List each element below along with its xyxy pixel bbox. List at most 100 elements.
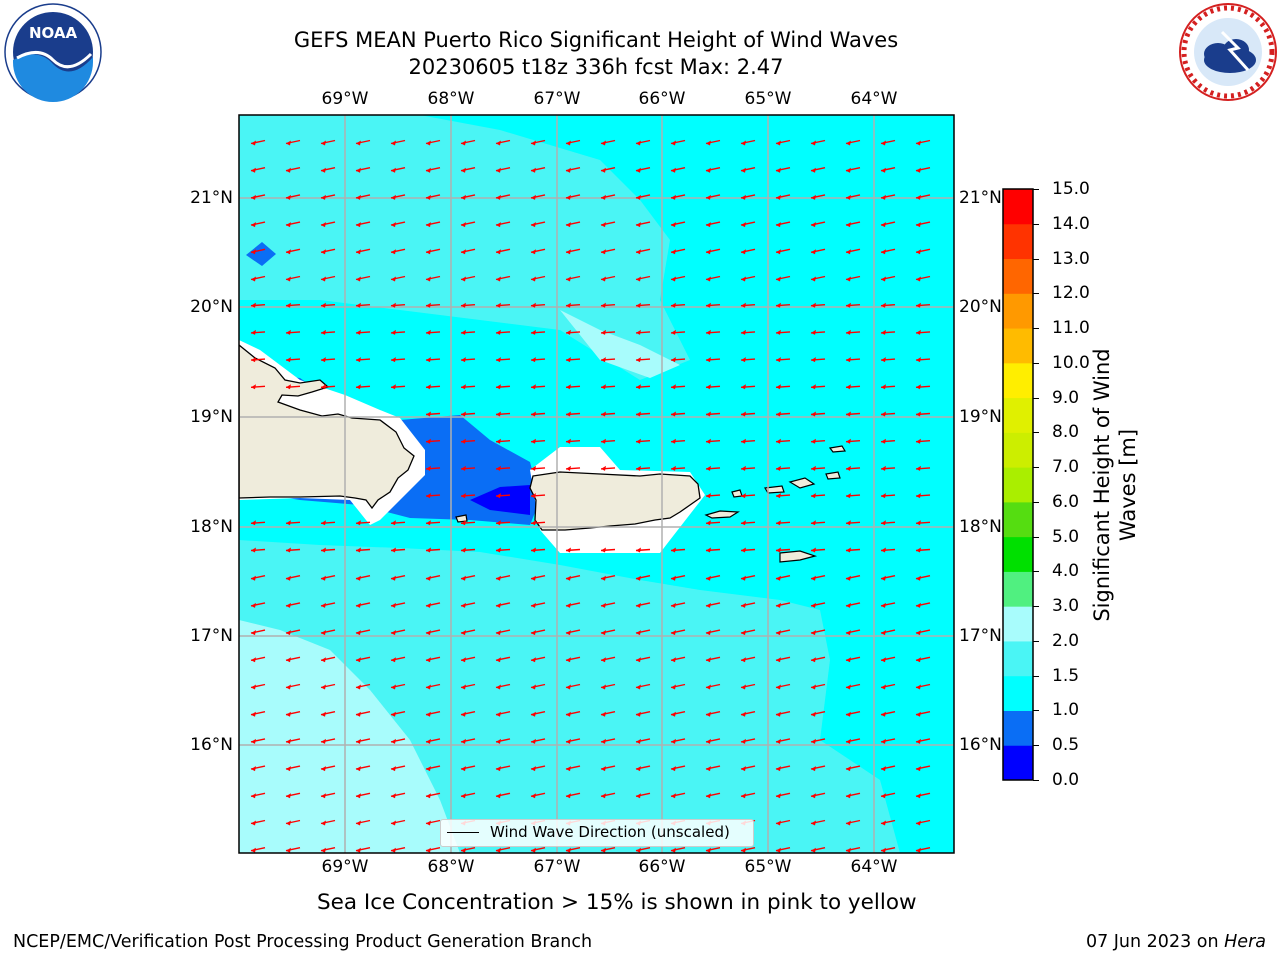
colorbar-segment	[1003, 501, 1033, 538]
colorbar-tick-mark	[1033, 467, 1039, 469]
wind-wave-arrowhead	[356, 276, 361, 282]
wind-wave-arrowhead	[426, 547, 431, 553]
wind-wave-arrowhead	[531, 766, 536, 772]
lat-tick-left-18n: 18°N	[190, 517, 233, 537]
wind-wave-arrowhead	[531, 465, 536, 471]
wind-wave-arrowhead	[706, 167, 711, 173]
wind-wave-arrowhead	[601, 547, 606, 553]
wind-wave-arrowhead	[321, 222, 326, 228]
wind-wave-arrowhead	[846, 465, 851, 471]
wind-wave-arrowhead	[356, 630, 361, 636]
wind-wave-arrowhead	[391, 140, 396, 146]
wind-wave-arrowhead	[496, 194, 501, 200]
wind-wave-arrowhead	[601, 684, 606, 690]
wind-wave-arrowhead	[461, 793, 466, 799]
wind-wave-arrowhead	[706, 847, 711, 853]
wind-wave-arrowhead	[601, 302, 606, 308]
wind-wave-arrowhead	[881, 329, 886, 335]
wind-wave-arrowhead	[846, 547, 851, 553]
wind-wave-arrowhead	[496, 329, 501, 335]
wind-wave-arrowhead	[636, 222, 641, 228]
wind-wave-arrowhead	[636, 384, 641, 390]
wind-wave-arrowhead	[811, 847, 816, 853]
wind-wave-arrowhead	[881, 167, 886, 173]
wind-wave-arrowhead	[811, 357, 816, 363]
wind-wave-arrowhead	[496, 140, 501, 146]
wind-wave-arrowhead	[286, 847, 291, 853]
wind-wave-arrowhead	[741, 329, 746, 335]
wind-wave-arrowhead	[706, 684, 711, 690]
wind-wave-arrowhead	[881, 438, 886, 444]
wind-wave-arrowhead	[566, 738, 571, 744]
wind-wave-arrowhead	[881, 684, 886, 690]
wind-wave-arrowhead	[916, 384, 921, 390]
wind-wave-arrowhead	[881, 222, 886, 228]
wind-wave-arrowhead	[776, 630, 781, 636]
wind-wave-arrowhead	[881, 411, 886, 417]
wind-wave-arrowhead	[531, 329, 536, 335]
wind-wave-arrowhead	[286, 276, 291, 282]
wind-wave-arrowhead	[286, 167, 291, 173]
wind-wave-arrowhead	[811, 493, 816, 499]
wind-wave-arrowhead	[846, 657, 851, 663]
noaa-logo-text: NOAA	[29, 24, 78, 42]
wind-wave-arrowhead	[776, 329, 781, 335]
wind-wave-arrowhead	[321, 329, 326, 335]
colorbar-tick-mark	[1033, 780, 1039, 781]
wind-wave-arrowhead	[881, 465, 886, 471]
wind-wave-arrowhead	[776, 766, 781, 772]
wind-wave-arrowhead	[811, 194, 816, 200]
wind-wave-arrowhead	[846, 630, 851, 636]
wind-wave-arrowhead	[671, 738, 676, 744]
wind-wave-arrowhead	[496, 493, 501, 499]
wind-wave-arrowhead	[531, 222, 536, 228]
wind-wave-arrowhead	[846, 520, 851, 526]
wind-wave-arrowhead	[356, 847, 361, 853]
wind-wave-arrowhead	[811, 766, 816, 772]
lon-tick-bottom-66w: 66°W	[638, 857, 686, 877]
wind-wave-arrowhead	[426, 194, 431, 200]
wind-wave-arrowhead	[251, 520, 256, 526]
wind-wave-arrowhead	[461, 684, 466, 690]
wind-wave-arrowhead	[846, 249, 851, 255]
wind-wave-arrowhead	[391, 657, 396, 663]
wind-wave-arrowhead	[566, 602, 571, 608]
wind-wave-arrowhead	[916, 465, 921, 471]
wind-wave-arrowhead	[496, 438, 501, 444]
wind-wave-arrowhead	[356, 140, 361, 146]
wind-wave-arrowhead	[391, 302, 396, 308]
wind-wave-arrowhead	[706, 465, 711, 471]
colorbar-tick-label: 13.0	[1052, 248, 1090, 269]
wind-wave-arrowhead	[636, 302, 641, 308]
wind-wave-arrowhead	[741, 465, 746, 471]
wind-wave-arrowhead	[811, 711, 816, 717]
wind-wave-arrowhead	[461, 357, 466, 363]
lat-tick-right-18n: 18°N	[959, 517, 1002, 537]
wind-wave-arrowhead	[286, 329, 291, 335]
wind-wave-arrowhead	[741, 684, 746, 690]
wind-wave-arrowhead	[881, 520, 886, 526]
wind-wave-arrowhead	[251, 793, 256, 799]
wind-wave-arrowhead	[496, 793, 501, 799]
lat-tick-right-20n: 20°N	[959, 297, 1002, 317]
wind-wave-arrowhead	[776, 249, 781, 255]
wind-wave-arrowhead	[566, 465, 571, 471]
wind-wave-arrowhead	[671, 384, 676, 390]
wind-wave-arrowhead	[426, 357, 431, 363]
wind-wave-arrowhead	[916, 249, 921, 255]
wind-wave-arrowhead	[426, 249, 431, 255]
wind-wave-arrowhead	[846, 738, 851, 744]
wind-wave-arrowhead	[566, 630, 571, 636]
wind-wave-arrowhead	[286, 602, 291, 608]
nws-logo	[1178, 2, 1278, 106]
colorbar-segment	[1003, 745, 1033, 781]
wind-wave-arrowhead	[601, 793, 606, 799]
wind-wave-arrowhead	[706, 711, 711, 717]
wind-wave-arrowhead	[811, 222, 816, 228]
wind-wave-arrowhead	[391, 766, 396, 772]
colorbar-tick-mark	[1033, 258, 1039, 260]
wind-wave-arrowhead	[636, 329, 641, 335]
wind-wave-arrowhead	[741, 493, 746, 499]
wind-wave-arrowhead	[601, 465, 606, 471]
wind-wave-arrowhead	[811, 602, 816, 608]
